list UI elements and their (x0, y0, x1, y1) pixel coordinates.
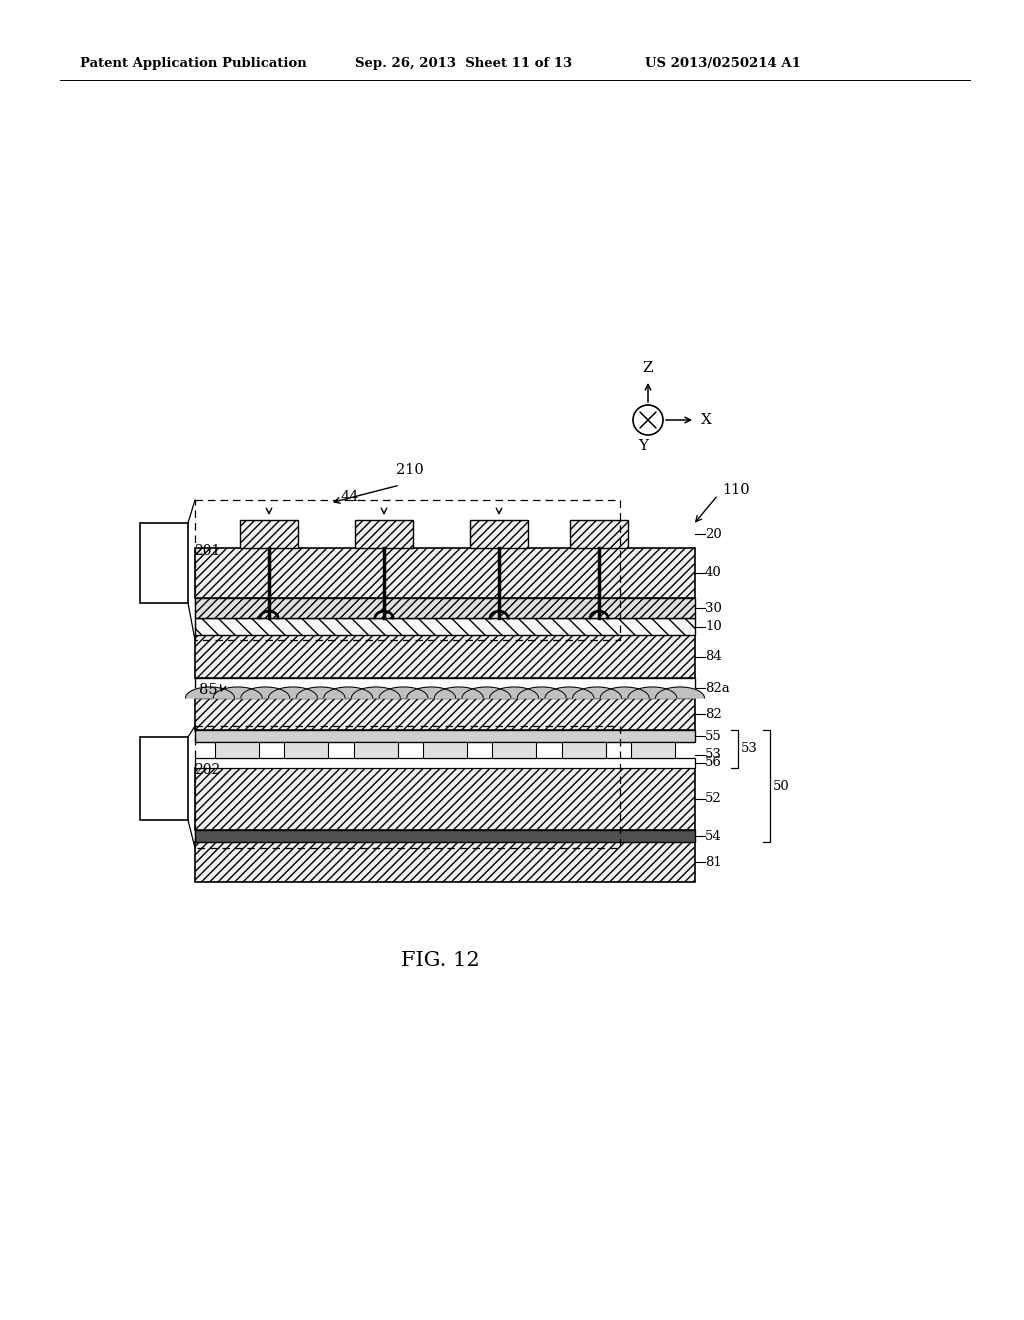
Bar (493, 742, 537, 758)
Text: 110: 110 (722, 483, 750, 498)
Bar (195, 830, 695, 842)
Polygon shape (628, 686, 677, 698)
Bar (570, 520, 628, 548)
Bar (353, 742, 397, 758)
Text: 82: 82 (705, 708, 722, 721)
Polygon shape (407, 686, 456, 698)
Polygon shape (213, 686, 262, 698)
Bar (195, 548, 695, 598)
Bar (423, 742, 467, 758)
Text: 52: 52 (705, 792, 722, 805)
Bar (470, 520, 528, 548)
Text: 85: 85 (200, 682, 218, 697)
Text: 40: 40 (705, 566, 722, 579)
Text: X: X (700, 413, 712, 426)
Polygon shape (434, 686, 483, 698)
Bar (562, 742, 605, 758)
Text: 30: 30 (705, 602, 722, 615)
Polygon shape (185, 686, 234, 698)
Bar (140, 523, 188, 603)
Text: Y: Y (638, 440, 648, 453)
Text: 81: 81 (705, 855, 722, 869)
Polygon shape (296, 686, 345, 698)
Polygon shape (268, 686, 317, 698)
Polygon shape (517, 686, 566, 698)
Text: 10: 10 (705, 620, 722, 634)
Text: 20: 20 (705, 528, 722, 540)
Bar (195, 758, 695, 768)
Bar (240, 520, 298, 548)
Text: FIG. 12: FIG. 12 (400, 950, 479, 969)
Bar (285, 742, 329, 758)
Polygon shape (241, 686, 290, 698)
Bar (195, 635, 695, 678)
Bar (195, 598, 695, 618)
Polygon shape (545, 686, 594, 698)
Polygon shape (351, 686, 400, 698)
Bar (195, 768, 695, 830)
Text: 53: 53 (705, 748, 722, 762)
Bar (195, 730, 695, 742)
Text: 210: 210 (396, 463, 424, 477)
Polygon shape (600, 686, 649, 698)
Text: Patent Application Publication: Patent Application Publication (80, 57, 307, 70)
Bar (195, 698, 695, 730)
Text: 50: 50 (773, 780, 790, 792)
Bar (215, 742, 259, 758)
Text: 56: 56 (705, 756, 722, 770)
Bar (195, 842, 695, 882)
Text: 44: 44 (341, 490, 359, 504)
Polygon shape (324, 686, 373, 698)
Text: 201: 201 (194, 544, 220, 558)
Text: 53: 53 (741, 742, 758, 755)
Bar (631, 742, 675, 758)
Text: Z: Z (643, 360, 653, 375)
Text: Sep. 26, 2013  Sheet 11 of 13: Sep. 26, 2013 Sheet 11 of 13 (355, 57, 572, 70)
Bar (195, 618, 695, 635)
Polygon shape (379, 686, 428, 698)
Polygon shape (572, 686, 622, 698)
Bar (140, 737, 188, 820)
Bar (355, 520, 413, 548)
Text: 55: 55 (705, 730, 722, 742)
Text: US 2013/0250214 A1: US 2013/0250214 A1 (645, 57, 801, 70)
Text: 202: 202 (194, 763, 220, 777)
Text: 82a: 82a (705, 681, 730, 694)
Text: 54: 54 (705, 829, 722, 842)
Bar (195, 678, 695, 698)
Text: 84: 84 (705, 649, 722, 663)
Polygon shape (462, 686, 511, 698)
Polygon shape (655, 686, 705, 698)
Polygon shape (489, 686, 539, 698)
